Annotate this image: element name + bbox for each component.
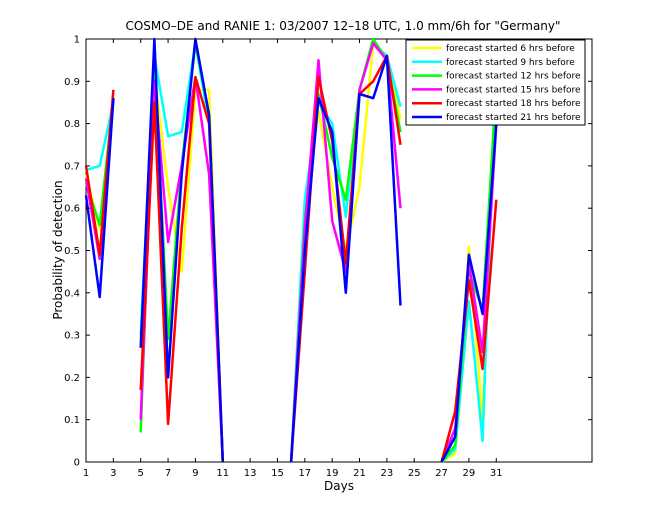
x-tick-label: 27 — [435, 468, 448, 479]
x-axis-label: Days — [324, 479, 354, 493]
series-line-6 — [84, 98, 115, 299]
legend-label-3: forecast started 12 hrs before — [446, 72, 581, 82]
series-line-5 — [84, 89, 115, 256]
y-tick-label: 1 — [74, 35, 80, 46]
series-layer — [84, 37, 498, 464]
y-tick-label: 0.1 — [64, 415, 80, 426]
legend-label-5: forecast started 18 hrs before — [446, 99, 581, 109]
y-tick-label: 0.4 — [64, 288, 80, 299]
series-line-5 — [440, 199, 498, 463]
y-tick-label: 0.7 — [64, 161, 80, 172]
y-tick-label: 0 — [74, 458, 80, 469]
x-tick-label: 7 — [165, 468, 171, 479]
x-tick-label: 3 — [110, 468, 116, 479]
y-axis-label: Probability of detection — [51, 180, 65, 319]
y-tick-label: 0.3 — [64, 331, 80, 342]
series-line-6 — [289, 54, 402, 463]
y-tick-label: 0.8 — [64, 119, 80, 130]
x-tick-label: 17 — [298, 468, 311, 479]
x-tick-label: 11 — [216, 468, 229, 479]
legend-label-2: forecast started 9 hrs before — [446, 58, 575, 68]
x-tick-label: 23 — [380, 468, 393, 479]
series-line-2 — [85, 102, 115, 172]
x-tick-label: 9 — [192, 468, 198, 479]
y-tick-label: 0.5 — [64, 246, 80, 257]
legend: forecast started 6 hrs before forecast st… — [405, 39, 586, 126]
legend-label-6: forecast started 21 hrs before — [446, 113, 581, 123]
axis-ticks: 1 3 5 7 9 11 13 15 17 19 21 23 25 27 29 3100.10.20.30.4… — [64, 35, 592, 479]
x-tick-label: 1 — [83, 468, 89, 479]
x-tick-label: 5 — [138, 468, 144, 479]
series-line-6 — [139, 37, 225, 463]
x-tick-label: 19 — [326, 468, 339, 479]
chart-title: COSMO–DE and RANIE 1: 03/2007 12–18 UTC,… — [125, 19, 560, 33]
x-tick-label: 15 — [271, 468, 284, 479]
series-line-4 — [289, 41, 402, 463]
x-tick-label: 13 — [244, 468, 257, 479]
legend-box — [405, 39, 586, 126]
x-tick-label: 31 — [490, 468, 503, 479]
x-tick-label: 25 — [408, 468, 421, 479]
x-tick-label: 21 — [353, 468, 366, 479]
y-tick-label: 0.6 — [64, 204, 80, 215]
y-tick-label: 0.2 — [64, 373, 80, 384]
x-tick-label: 29 — [463, 468, 476, 479]
legend-label-4: forecast started 15 hrs before — [446, 85, 581, 95]
y-tick-label: 0.9 — [64, 77, 80, 88]
series-line-6 — [440, 123, 498, 463]
legend-label-1: forecast started 6 hrs before — [446, 44, 575, 54]
